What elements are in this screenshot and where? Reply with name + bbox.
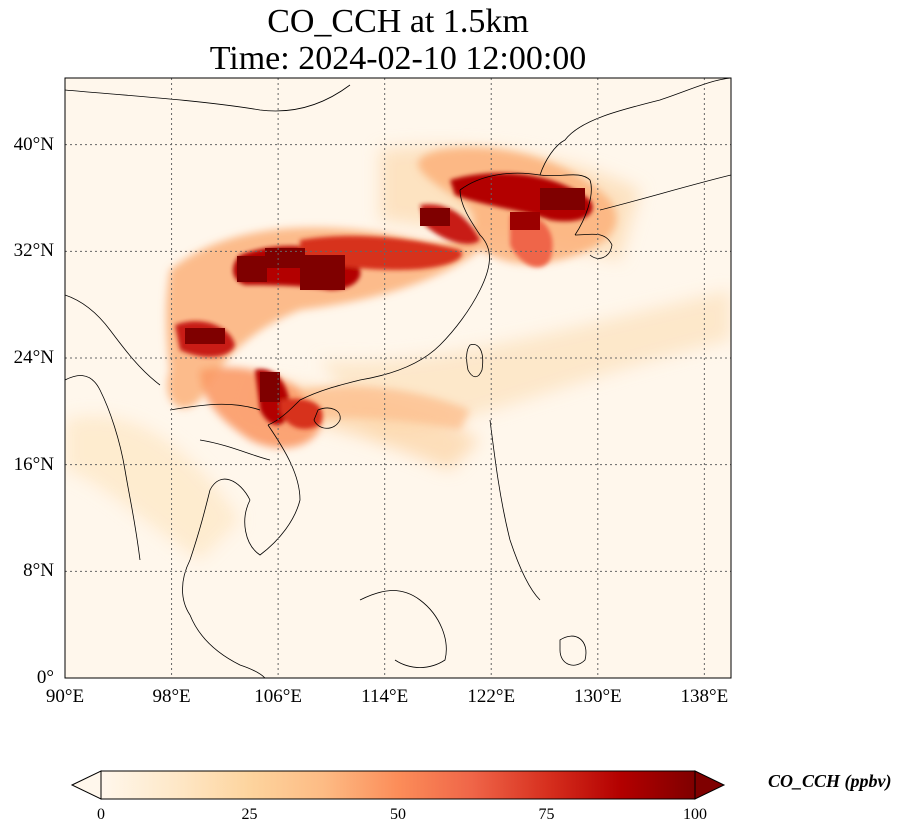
colorbar-tick-label: 0 [97,806,105,823]
colorbar-gradient [100,770,696,800]
x-tick-label: 98°E [152,686,191,707]
colorbar-tick-label: 50 [390,806,406,823]
x-tick-label: 90°E [45,686,85,707]
colorbar-tick-label: 75 [538,806,555,823]
y-tick-label: 8°N [23,560,54,582]
map-frame [64,77,732,679]
map-title: CO_CCH at 1.5km [267,3,529,40]
map-subtitle-time: Time: 2024-02-10 12:00:00 [209,40,587,77]
co-concentration-field [65,146,731,560]
x-tick-label: 114°E [361,686,409,707]
y-tick-label: 0° [36,667,54,688]
x-tick-label: 138°E [680,686,729,707]
y-tick-label: 40°N [13,133,54,155]
y-tick-label: 24°N [13,347,54,368]
colorbar-label: CO_CCH (ppbv) [768,771,892,791]
x-tick-label: 106°E [254,686,302,707]
y-tick-label: 16°N [13,453,54,475]
colorbar-tick-label: 100 [683,806,707,823]
colorbar-tick-label: 25 [241,806,258,823]
x-tick-label: 122°E [467,686,516,707]
y-tick-label: 32°N [13,240,54,262]
concentration-max-blocks [185,188,585,402]
colorbar-extend-min [70,770,102,800]
x-tick-label: 130°E [573,686,622,707]
colorbar-extend-max [694,770,726,800]
gridlines [65,78,731,678]
